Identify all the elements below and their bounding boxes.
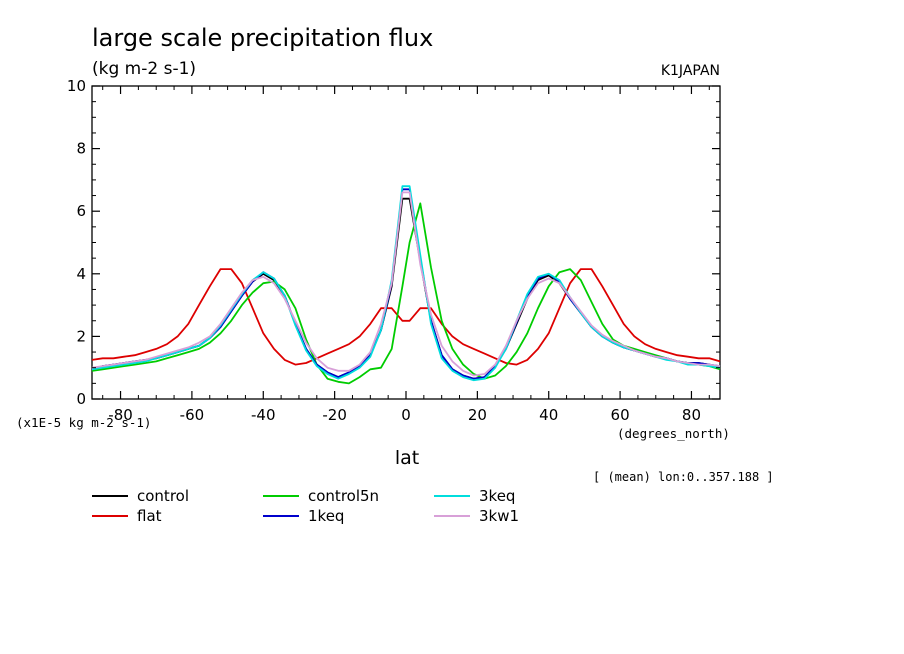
series-line-3kw1 [91, 191, 721, 377]
x-tick-label: 0 [401, 406, 411, 424]
x-axis-label: lat [395, 447, 419, 469]
y-tick-label: 8 [76, 140, 86, 158]
y-tick-label: 6 [76, 202, 86, 220]
chart-title: large scale precipitation flux [92, 24, 433, 52]
chart-units: (kg m-2 s-1) [92, 59, 196, 79]
x-tick-label: -20 [322, 406, 347, 424]
series-layer [91, 185, 721, 385]
y-tick-label: 10 [67, 77, 86, 95]
region-note: [ (mean) lon:0..357.188 ] [593, 470, 774, 484]
series-line-control5n [91, 202, 721, 385]
legend-label-1keq: 1keq [308, 507, 344, 525]
legend-label-3keq: 3keq [479, 487, 515, 505]
y-tick-label: 4 [76, 265, 86, 283]
legend-label-control: control [137, 487, 189, 505]
series-line-flat [91, 268, 721, 366]
legend-label-flat: flat [137, 507, 162, 525]
axes-layer: -80 -60 -40 -20 0 20 40 60 80 0 2 4 6 8 10 [67, 77, 720, 424]
x-tick-label: -60 [180, 406, 205, 424]
series-line-control [91, 197, 721, 380]
series-line-3keq [91, 185, 721, 382]
legend-label-3kw1: 3kw1 [479, 507, 519, 525]
x-tick-label: 20 [468, 406, 487, 424]
x-tick-label: 80 [682, 406, 701, 424]
y-tick-label: 2 [76, 327, 86, 345]
x-tick-label: -80 [108, 406, 133, 424]
y-scale-label: (x1E-5 kg m-2 s-1) [16, 415, 151, 430]
y-tick-label: 0 [76, 390, 86, 408]
legend: control flat control5n 1keq 3keq 3kw1 [92, 487, 519, 525]
x-tick-label: -40 [251, 406, 276, 424]
x-tick-label: 40 [539, 406, 558, 424]
x-units-label: (degrees_north) [617, 426, 730, 441]
source-tag: K1JAPAN [661, 63, 720, 79]
legend-label-control5n: control5n [308, 487, 379, 505]
x-tick-label: 60 [611, 406, 630, 424]
